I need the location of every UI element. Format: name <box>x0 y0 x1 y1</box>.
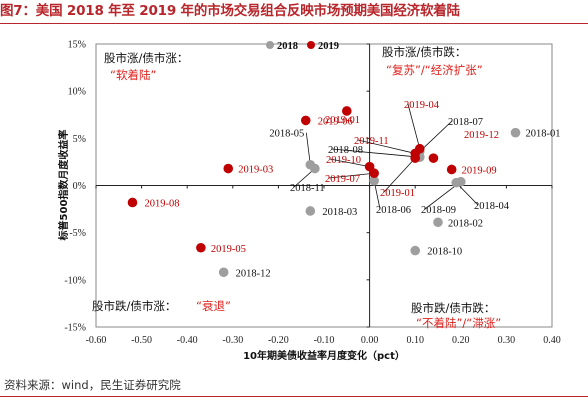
leader-line <box>383 157 416 193</box>
point-label: 2018-12 <box>236 268 271 279</box>
point-2019-01 <box>342 106 352 116</box>
point-label: 2019-01 <box>325 115 360 126</box>
legend-marker-2019 <box>307 41 315 49</box>
y-tick-label: -15% <box>64 323 86 334</box>
y-axis-label: 标普500指数月度收益率 <box>57 130 70 242</box>
point-2019-03 <box>223 163 234 174</box>
quadrant-sub-bl: “衰退” <box>196 299 231 313</box>
leader-line <box>373 180 381 210</box>
point-label: 2019-03 <box>238 165 273 176</box>
point-2018-12 <box>218 267 229 278</box>
x-tick-label: -0.40 <box>177 335 198 346</box>
point-label: 2018-09 <box>421 205 456 216</box>
point-label: 2018-04 <box>474 201 510 212</box>
x-tick-label: 0.00 <box>361 335 379 346</box>
leader-line <box>328 172 375 179</box>
leader-line <box>419 120 453 152</box>
legend-label-2019: 2019 <box>318 41 339 52</box>
x-tick-label: 0.40 <box>543 335 561 346</box>
x-tick-label: 0.10 <box>406 335 424 346</box>
quadrant-sub-br: “不着陆”/“滞涨” <box>416 316 501 330</box>
x-tick-label: -0.50 <box>131 335 152 346</box>
quadrant-sub-tr: “复苏”/“经济扩张” <box>386 63 483 77</box>
point-2019-05 <box>196 242 206 253</box>
point-2019-06 <box>300 115 311 126</box>
quadrant-sub-tl: “软着陆” <box>110 68 156 82</box>
y-tick-label: -5% <box>69 228 86 239</box>
point-2019-09 <box>446 164 457 175</box>
y-tick-label: 10% <box>68 87 86 98</box>
legend-marker-2018 <box>266 41 274 49</box>
bottom-rule <box>0 396 588 397</box>
point-2018-09 <box>456 176 466 187</box>
point-label: 2019-10 <box>326 155 361 166</box>
x-tick-label: 0.20 <box>452 335 470 346</box>
point-label: 2019-04 <box>404 100 440 111</box>
title-rule <box>0 23 588 24</box>
point-2018-02 <box>433 217 443 228</box>
point-label: 2018-06 <box>376 205 411 216</box>
point-label: 2019-07 <box>325 174 360 185</box>
point-2018-10 <box>410 245 421 256</box>
leader-line <box>331 148 420 158</box>
point-label: 2018-10 <box>427 247 462 258</box>
y-tick-label: 5% <box>73 134 86 145</box>
quadrant-label-tr: 股市涨/债市跌： <box>382 45 466 59</box>
point-label: 2018-07 <box>448 117 483 128</box>
y-tick-label: 15% <box>68 40 86 51</box>
x-tick-label: -0.30 <box>222 335 243 346</box>
x-axis-label: 10年期美债收益率月度变化（pct） <box>243 349 405 362</box>
x-tick-label: -0.60 <box>86 335 107 346</box>
point-label: 2018-11 <box>290 183 325 194</box>
leader-line <box>407 103 421 149</box>
point-2019-08 <box>127 197 138 208</box>
y-tick-label: -10% <box>64 275 86 286</box>
point-label: 2019-11 <box>354 136 389 147</box>
point-label: 2019-05 <box>211 244 246 255</box>
legend-label-2018: 2018 <box>277 41 298 52</box>
point-label: 2018-08 <box>328 145 363 156</box>
point-label: 2019-01 <box>380 188 415 199</box>
point-label: 2019-09 <box>462 165 497 176</box>
point-2019-01 <box>410 153 421 163</box>
leader-line <box>305 132 311 165</box>
source-note: 资料来源：wind，民生证券研究院 <box>4 378 181 392</box>
point-label: 2018-03 <box>322 207 357 218</box>
leader-line <box>329 158 370 168</box>
point-2018-03 <box>305 206 316 216</box>
y-tick-label: 0% <box>73 181 86 192</box>
x-tick-label: -0.10 <box>314 335 335 346</box>
point-label: 2019-06 <box>318 116 353 127</box>
point-2018-01 <box>510 127 521 138</box>
point-2018-11 <box>310 163 320 174</box>
point-2019-12 <box>428 153 439 163</box>
point-label: 2019-12 <box>464 130 499 141</box>
point-label: 2018-02 <box>448 218 483 229</box>
point-label: 2019-08 <box>144 198 179 209</box>
point-label: 2018-05 <box>269 129 304 140</box>
quadrant-label-tl: 股市涨/债市涨： <box>104 51 188 65</box>
quadrant-label-br: 股市跌/债市跌： <box>411 301 495 315</box>
point-2018-06 <box>369 175 379 186</box>
x-tick-label: -0.20 <box>268 335 289 346</box>
point-2019-10 <box>364 161 375 172</box>
point-label: 2018-01 <box>526 129 561 140</box>
leader-line <box>357 139 416 154</box>
x-tick-label: 0.30 <box>498 335 516 346</box>
figure-title: 图7：美国 2018 年至 2019 年的市场交易组合反映市场预期美国经济软着陆 <box>0 3 460 19</box>
quadrant-label-bl: 股市跌/债市涨： <box>92 299 176 313</box>
